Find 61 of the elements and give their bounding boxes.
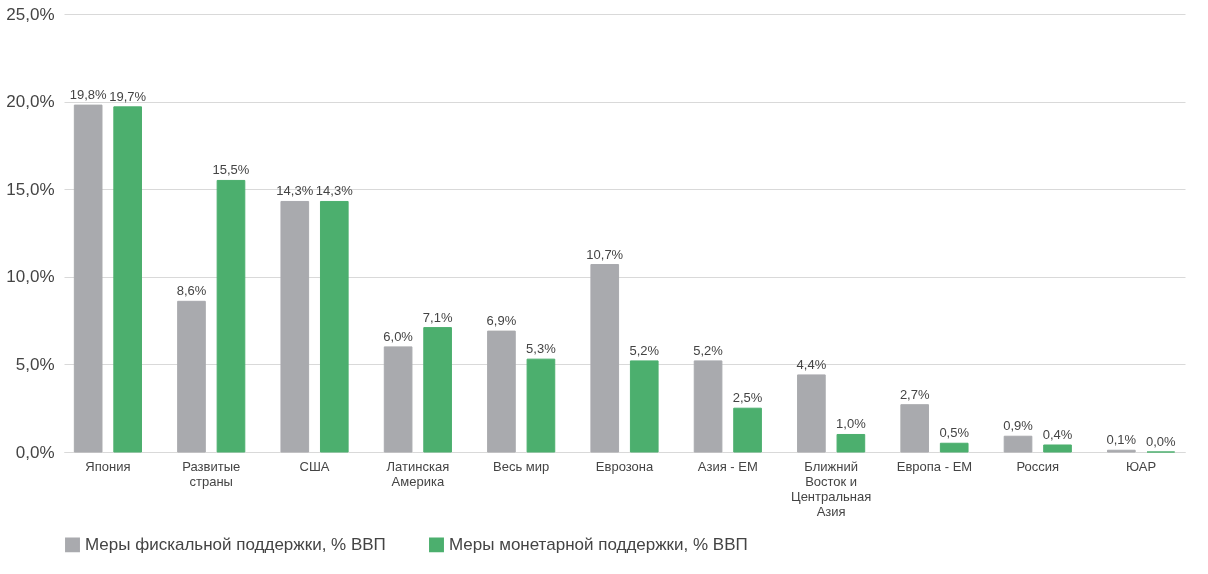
data-label: 1,0% [836, 416, 867, 432]
bar [113, 106, 142, 453]
data-label: 6,9% [486, 313, 517, 329]
data-label: 5,2% [693, 342, 724, 358]
x-tick-label: Ближний Восток и Центральная Азия [791, 458, 872, 519]
data-label: 14,3% [276, 183, 314, 199]
bar [836, 433, 866, 453]
y-tick-label: 15,0% [6, 179, 55, 199]
y-tick-label: 5,0% [15, 354, 55, 374]
y-tick-label: 0,0% [15, 442, 55, 462]
bar [487, 330, 516, 453]
data-label: 15,5% [212, 162, 250, 178]
data-label: 0,4% [1042, 426, 1073, 442]
bar [1003, 435, 1033, 453]
bar [939, 442, 969, 453]
data-label: 5,2% [629, 342, 660, 358]
data-label: 2,5% [732, 390, 763, 406]
y-tick-label: 10,0% [6, 267, 55, 287]
data-label: 19,8% [69, 87, 108, 103]
bar [177, 300, 206, 453]
x-tick-label: Азия - EM [697, 458, 758, 474]
x-tick-label: Еврозона [595, 458, 654, 474]
data-label: 5,3% [526, 341, 557, 357]
bar [900, 404, 930, 453]
bar [629, 360, 659, 453]
x-tick-label: Россия [1016, 458, 1060, 474]
data-label: 0,1% [1106, 432, 1137, 448]
data-label: 0,0% [1146, 434, 1177, 449]
data-label: 0,9% [1003, 418, 1034, 434]
x-tick-label: ЮАР [1126, 458, 1157, 474]
x-tick-label: Развитые страны [182, 458, 241, 489]
legend-label: Меры фискальной поддержки, % ВВП [85, 534, 386, 554]
bar [693, 360, 723, 453]
bar [1043, 444, 1072, 453]
data-label: 0,5% [939, 425, 970, 441]
data-label: 10,7% [586, 246, 624, 262]
data-label: 4,4% [796, 356, 827, 372]
bar [733, 407, 762, 453]
y-tick-label: 25,0% [6, 4, 55, 24]
bar [590, 264, 620, 453]
x-tick-label: Европа - EM [896, 458, 973, 474]
data-label: 2,7% [899, 386, 930, 402]
y-tick-label: 20,0% [6, 92, 55, 112]
bar [216, 179, 246, 453]
bar [526, 358, 556, 453]
data-label: 19,7% [109, 88, 147, 104]
x-tick-label: США [299, 458, 330, 474]
bar [319, 200, 349, 453]
data-label: 8,6% [176, 283, 207, 299]
data-label: 14,3% [315, 183, 354, 199]
bar [73, 104, 103, 453]
x-tick-label: Весь мир [493, 458, 550, 474]
data-label: 7,1% [422, 309, 453, 325]
bar [383, 346, 413, 453]
bar [423, 327, 452, 453]
x-tick-label: Латинская Америка [386, 458, 450, 489]
bar [797, 374, 826, 453]
x-tick-label: Япония [85, 458, 131, 474]
legend-label: Меры монетарной поддержки, % ВВП [449, 534, 748, 554]
data-label: 6,0% [383, 328, 414, 344]
bar [280, 200, 310, 453]
